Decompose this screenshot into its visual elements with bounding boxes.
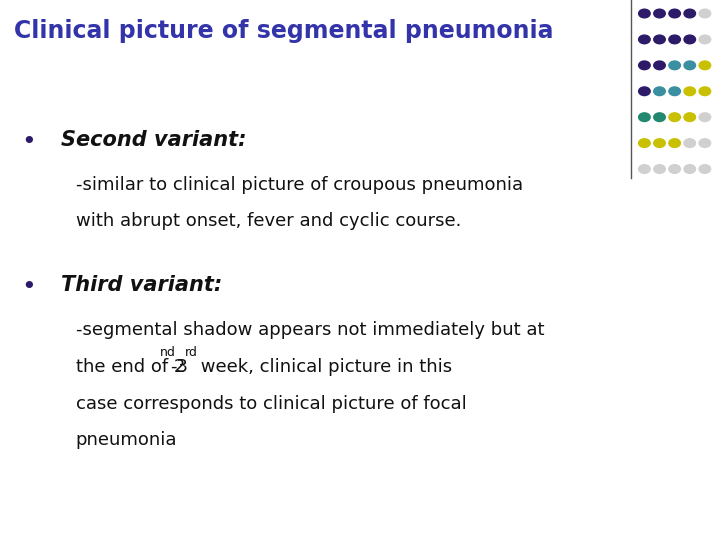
- Circle shape: [654, 139, 665, 147]
- Text: -segmental shadow appears not immediately but at: -segmental shadow appears not immediatel…: [76, 321, 544, 339]
- Circle shape: [699, 139, 711, 147]
- Text: -similar to clinical picture of croupous pneumonia: -similar to clinical picture of croupous…: [76, 176, 523, 193]
- Circle shape: [699, 35, 711, 44]
- Circle shape: [639, 113, 650, 122]
- Text: •: •: [22, 275, 36, 299]
- Text: Clinical picture of segmental pneumonia: Clinical picture of segmental pneumonia: [14, 19, 554, 43]
- Circle shape: [654, 61, 665, 70]
- Text: -3: -3: [171, 358, 189, 376]
- Text: week, clinical picture in this: week, clinical picture in this: [194, 358, 452, 376]
- Circle shape: [654, 35, 665, 44]
- Circle shape: [639, 61, 650, 70]
- Circle shape: [669, 9, 680, 18]
- Text: nd: nd: [161, 346, 176, 359]
- Circle shape: [639, 9, 650, 18]
- Text: case corresponds to clinical picture of focal: case corresponds to clinical picture of …: [76, 395, 467, 413]
- Circle shape: [669, 165, 680, 173]
- Circle shape: [699, 113, 711, 122]
- Text: •: •: [22, 130, 36, 153]
- Circle shape: [669, 87, 680, 96]
- Circle shape: [684, 113, 696, 122]
- Circle shape: [684, 9, 696, 18]
- Circle shape: [684, 35, 696, 44]
- Circle shape: [684, 87, 696, 96]
- Circle shape: [639, 139, 650, 147]
- Circle shape: [699, 9, 711, 18]
- Circle shape: [654, 165, 665, 173]
- Circle shape: [654, 113, 665, 122]
- Circle shape: [684, 139, 696, 147]
- Circle shape: [639, 165, 650, 173]
- Text: Second variant:: Second variant:: [61, 130, 247, 150]
- Text: Third variant:: Third variant:: [61, 275, 222, 295]
- Circle shape: [639, 35, 650, 44]
- Circle shape: [669, 61, 680, 70]
- Circle shape: [654, 87, 665, 96]
- Circle shape: [699, 165, 711, 173]
- Circle shape: [699, 61, 711, 70]
- Text: pneumonia: pneumonia: [76, 431, 177, 449]
- Text: with abrupt onset, fever and cyclic course.: with abrupt onset, fever and cyclic cour…: [76, 212, 461, 230]
- Text: the end of 2: the end of 2: [76, 358, 185, 376]
- Circle shape: [699, 87, 711, 96]
- Circle shape: [669, 35, 680, 44]
- Circle shape: [684, 61, 696, 70]
- Circle shape: [669, 113, 680, 122]
- Text: rd: rd: [184, 346, 197, 359]
- Circle shape: [669, 139, 680, 147]
- Circle shape: [684, 165, 696, 173]
- Circle shape: [639, 87, 650, 96]
- Circle shape: [654, 9, 665, 18]
